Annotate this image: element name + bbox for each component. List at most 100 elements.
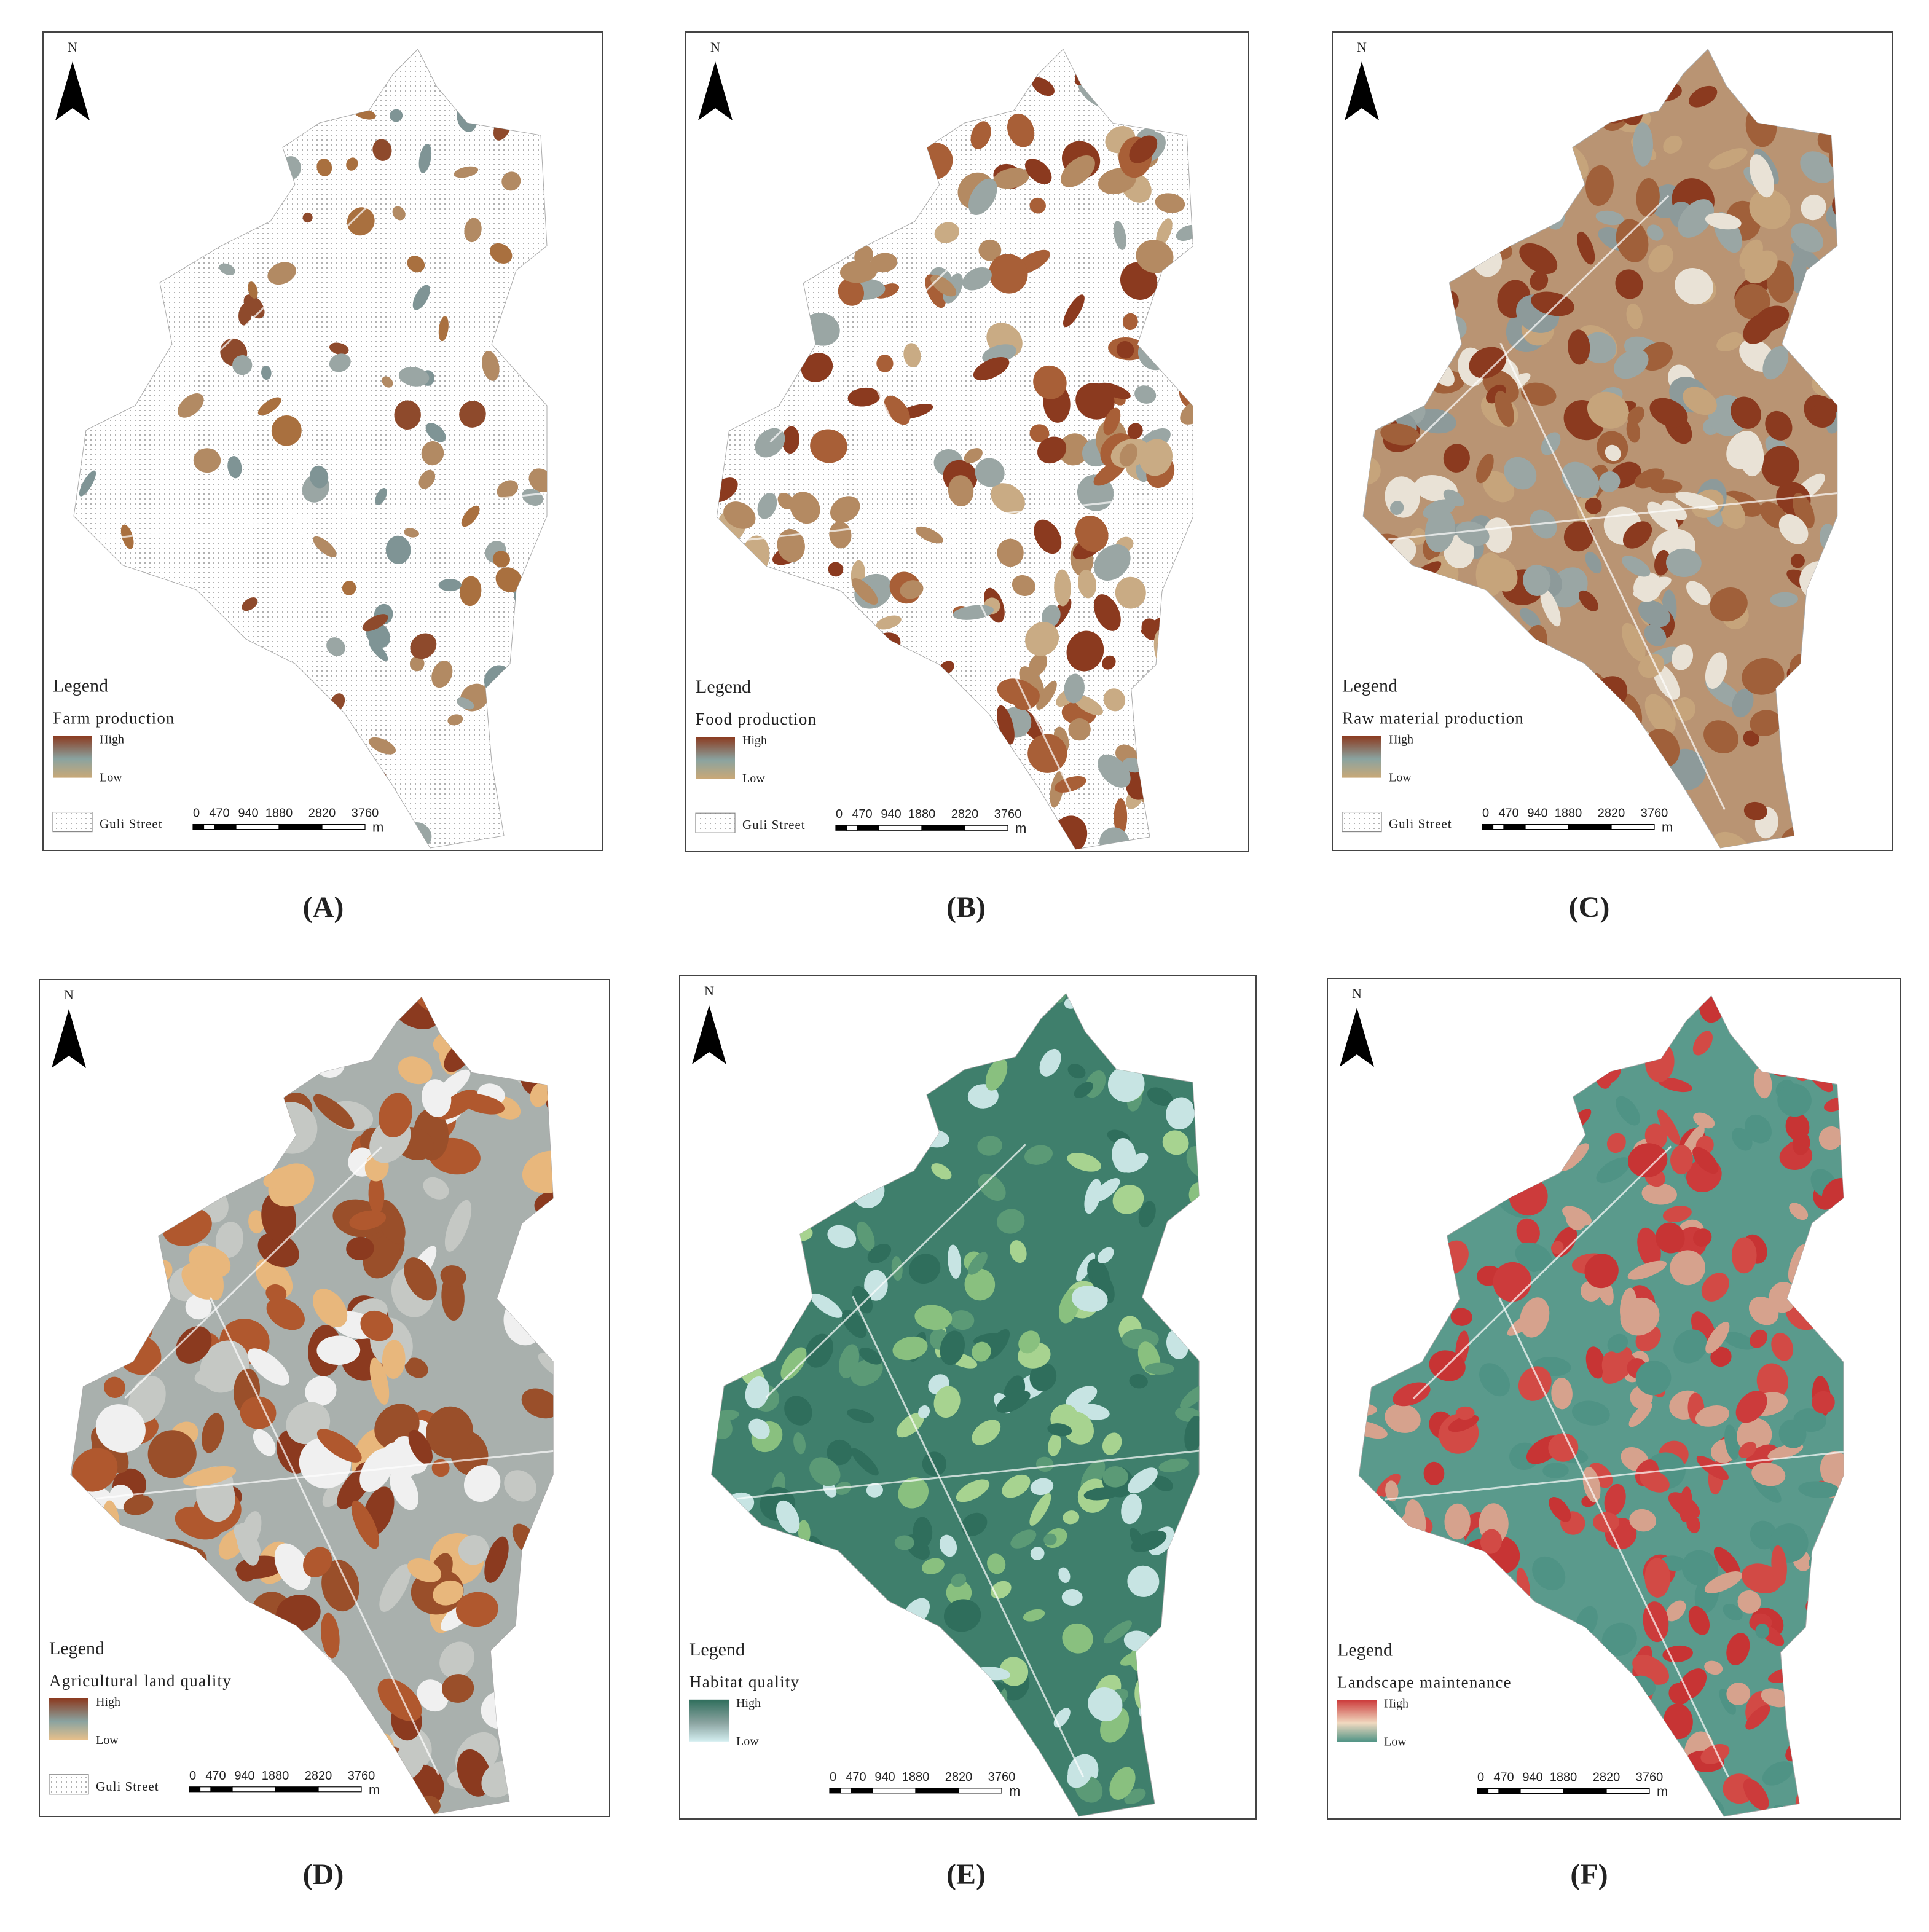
- land-patch: [240, 1396, 277, 1429]
- boundary-label: Guli Street: [1389, 817, 1452, 831]
- land-patch: [1713, 1547, 1741, 1577]
- land-patch: [1007, 113, 1035, 147]
- scale-unit: m: [1009, 1783, 1020, 1799]
- land-patch: [1475, 453, 1494, 484]
- land-patch: [484, 1536, 509, 1583]
- legend-ramp: [696, 737, 735, 779]
- land-patch: [1455, 1406, 1475, 1420]
- layer-name: Food production: [696, 710, 817, 728]
- land-patch: [1475, 552, 1506, 597]
- scale-segment: [1492, 823, 1504, 830]
- scale-segment: [1563, 1788, 1607, 1794]
- land-patch: [1584, 1254, 1619, 1289]
- land-patch: [1024, 1145, 1053, 1165]
- north-label: N: [1352, 986, 1362, 1001]
- land-patch: [1684, 1125, 1705, 1153]
- land-patch: [1093, 594, 1121, 631]
- land-patch: [1162, 1130, 1189, 1155]
- land-patch: [977, 1136, 1002, 1156]
- boundary-swatch: [49, 1774, 89, 1795]
- land-patch: [948, 1244, 962, 1279]
- north-label: N: [704, 983, 714, 999]
- land-patch: [1637, 1227, 1661, 1268]
- land-patch: [1662, 1645, 1693, 1663]
- land-patch: [757, 493, 777, 519]
- land-patch: [1063, 294, 1085, 328]
- scale-segment: [846, 825, 858, 831]
- land-patch: [1018, 1330, 1040, 1354]
- land-patch: [1705, 1322, 1730, 1354]
- land-patch: [780, 1347, 807, 1380]
- land-patch: [320, 1612, 340, 1659]
- land-patch: [1820, 1451, 1844, 1491]
- land-patch: [1761, 446, 1799, 487]
- land-patch: [1771, 1332, 1794, 1361]
- legend-high: High: [736, 1697, 761, 1710]
- land-patch: [1703, 720, 1738, 754]
- layer-name: Farm production: [53, 709, 175, 728]
- land-patch: [497, 480, 519, 499]
- land-patch: [1771, 1545, 1787, 1586]
- land-patch: [342, 580, 356, 595]
- land-patch: [811, 1293, 843, 1318]
- land-patch: [407, 1558, 442, 1582]
- scale-label: 2820: [951, 807, 979, 821]
- land-patch: [997, 705, 1015, 745]
- land-patch: [1651, 479, 1683, 494]
- land-patch: [263, 1165, 309, 1189]
- land-patch: [1726, 431, 1761, 469]
- land-patch: [1633, 572, 1662, 602]
- map-panel: N Legend Habitat quality High Low 0 470 940 1880…: [679, 975, 1257, 1891]
- land-patch: [801, 353, 833, 382]
- land-patch: [1542, 1463, 1569, 1478]
- land-patch: [745, 1376, 769, 1409]
- land-patch: [257, 397, 281, 416]
- scale-segment: [857, 825, 879, 831]
- land-patch: [464, 218, 482, 243]
- land-patch: [1644, 624, 1667, 646]
- land-patch: [392, 206, 406, 221]
- scale-unit: m: [1015, 820, 1026, 836]
- land-patch: [900, 580, 924, 599]
- land-patch: [407, 256, 425, 273]
- land-patch: [103, 1376, 125, 1398]
- scale-label: 1880: [265, 807, 293, 820]
- north-label: N: [710, 39, 720, 55]
- land-patch: [1042, 605, 1061, 627]
- land-patch: [1025, 159, 1052, 184]
- scale-label: 940: [234, 1769, 254, 1783]
- land-patch: [1504, 457, 1537, 490]
- land-patch: [394, 400, 421, 430]
- land-patch: [440, 1265, 466, 1287]
- land-patch: [810, 429, 847, 463]
- land-patch: [375, 1200, 406, 1244]
- land-patch: [830, 496, 860, 523]
- scale-label: 1880: [902, 1770, 930, 1784]
- land-patch: [1648, 245, 1673, 273]
- scale-segment: [210, 1786, 233, 1793]
- land-patch: [987, 1553, 1006, 1574]
- land-patch: [398, 1056, 433, 1085]
- land-patch: [972, 1420, 1001, 1445]
- land-patch: [183, 1466, 237, 1486]
- scale-label: 0: [193, 807, 200, 820]
- land-patch: [439, 1641, 474, 1678]
- land-patch: [1762, 345, 1789, 380]
- land-patch: [894, 1535, 914, 1550]
- land-patch: [997, 678, 1037, 706]
- scale-label: 2820: [308, 807, 336, 820]
- north-arrow: [692, 1005, 726, 1064]
- land-patch: [1622, 622, 1646, 661]
- land-patch: [1635, 1361, 1672, 1396]
- scale-unit: m: [369, 1782, 380, 1797]
- land-patch: [1762, 1761, 1794, 1786]
- scale-label: 1880: [1555, 807, 1582, 820]
- land-patch: [1518, 1366, 1552, 1401]
- land-patch: [962, 267, 992, 291]
- land-patch: [1180, 397, 1193, 425]
- land-patch: [456, 697, 474, 710]
- land-patch: [997, 1209, 1025, 1234]
- land-patch: [1112, 1185, 1144, 1214]
- road: [1498, 1297, 1729, 1778]
- land-patch: [321, 1560, 359, 1612]
